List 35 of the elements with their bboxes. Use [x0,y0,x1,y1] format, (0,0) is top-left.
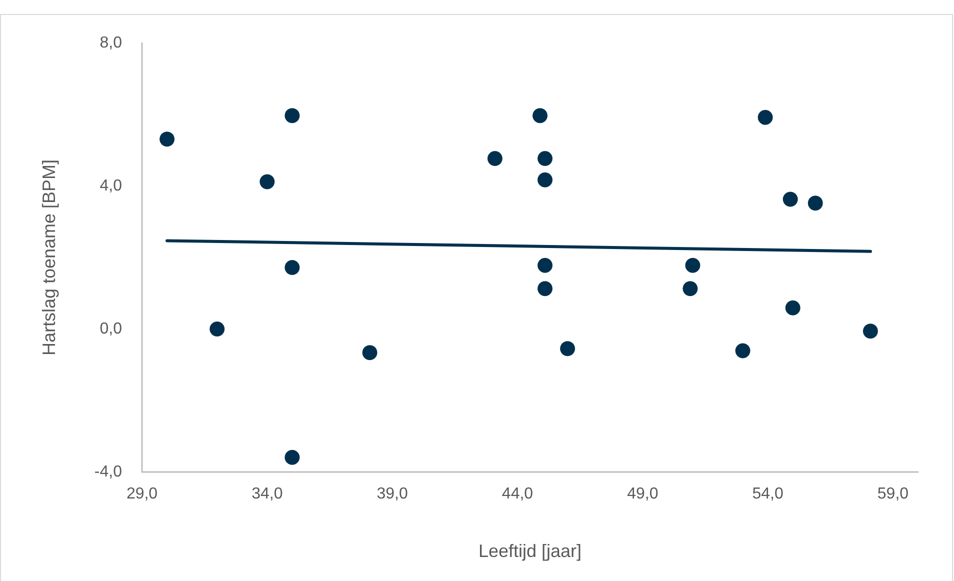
point [260,174,275,190]
x-tick-label: 39,0 [376,486,408,502]
point [362,345,378,360]
x-tick-label: 34,0 [252,486,283,502]
point [560,341,576,356]
point [782,192,798,207]
x-tick-label: 54,0 [752,486,784,502]
point [487,150,502,166]
point [735,343,750,358]
y-axis-title: Hartslag toename [BPM] [39,159,59,356]
point [284,260,300,276]
point [758,110,773,125]
x-tick-label: 49,0 [627,486,658,502]
point [808,196,823,211]
y-tick-label: -4,0 [94,464,122,480]
point [284,108,300,124]
point [538,150,553,166]
point [685,258,700,273]
point [538,172,553,188]
point [210,322,225,336]
point [538,258,553,273]
x-axis-title: Leeftijd [jaar] [478,541,582,561]
point [160,132,175,147]
point [862,324,878,339]
x-tick-label: 29,0 [126,486,158,502]
y-tick-label: 8,0 [100,34,122,52]
point [682,281,698,296]
point [284,450,300,465]
point [785,300,800,316]
x-tick-label: 59,0 [877,486,909,502]
y-tick-label: 0,0 [100,320,122,338]
point [538,281,553,296]
x-tick-label: 44,0 [502,486,534,502]
y-tick-label: 4,0 [100,178,122,194]
point [532,108,548,124]
